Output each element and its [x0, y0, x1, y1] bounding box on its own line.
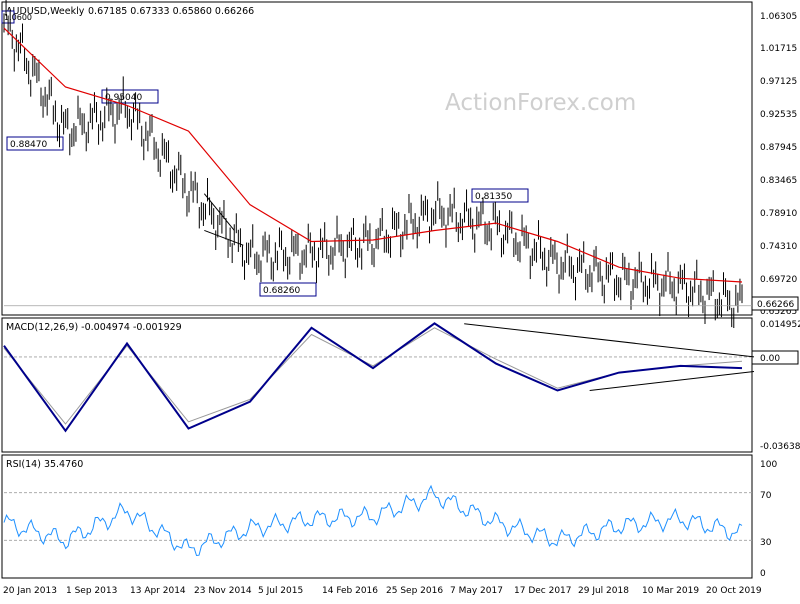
- macd-tick-label: -0.036389: [760, 442, 800, 452]
- date-tick-label: 7 May 2017: [450, 586, 503, 596]
- price-tick-label: 0.78910: [760, 209, 797, 219]
- macd-panel-frame: [1, 317, 753, 453]
- date-tick-label: 13 Apr 2014: [130, 586, 186, 596]
- rsi-panel-frame: [1, 454, 753, 579]
- price-tick-label: 0.92535: [760, 110, 797, 120]
- rebound-high-label-box: [471, 188, 529, 203]
- high-label: 1.0600: [4, 13, 32, 22]
- watermark-text: ActionForex.com: [445, 90, 636, 116]
- triangle-trendline: [204, 229, 244, 246]
- price-tick-label: 0.83465: [760, 176, 797, 186]
- price-tick-label: 0.65265: [760, 307, 797, 317]
- date-tick-label: 1 Sep 2013: [66, 586, 117, 596]
- symbol-label: AUDUSD,Weekly: [6, 6, 85, 17]
- price-tick-label: 1.06305: [760, 12, 797, 22]
- triangle-trendline: [203, 193, 235, 231]
- trough-label-box: [259, 282, 317, 297]
- date-tick-label: 17 Dec 2017: [514, 586, 572, 596]
- signal-line: [3, 327, 743, 425]
- rsi-tick-label: 0: [760, 569, 766, 579]
- price-panel-frame: [1, 1, 753, 316]
- rsi-line: [3, 484, 743, 557]
- rebound-high-label: 0.81350: [475, 192, 512, 202]
- date-tick-label: 5 Jul 2015: [258, 586, 303, 596]
- macd-zero-label: 0.00: [760, 354, 780, 364]
- rsi-series-layer: [3, 484, 752, 557]
- rsi-title: RSI(14) 35.4760: [6, 459, 83, 470]
- rsi-tick-label: 30: [760, 538, 772, 548]
- price-tick-label: 1.01715: [760, 44, 797, 54]
- rsi-tick-label: 70: [760, 491, 772, 501]
- peak-label: 0.95040: [105, 93, 142, 103]
- date-tick-label: 29 Jul 2018: [578, 586, 629, 596]
- peak-label-box: [101, 89, 159, 104]
- price-tick-label: 0.87945: [760, 143, 797, 153]
- macd-trendline: [464, 323, 755, 358]
- low-label: 0.88470: [10, 140, 47, 150]
- date-tick-label: 14 Feb 2016: [322, 586, 378, 596]
- date-tick-label: 20 Oct 2019: [706, 586, 762, 596]
- price-tick-label: 0.74310: [760, 242, 797, 252]
- last-price-label: 0.66266: [757, 300, 794, 310]
- price-tick-label: 0.69720: [760, 275, 797, 285]
- low-label-box: [6, 136, 64, 151]
- date-tick-label: 10 Mar 2019: [642, 586, 699, 596]
- trough-label: 0.68260: [263, 286, 300, 296]
- last-price-box: [751, 296, 799, 311]
- moving-average-line: [3, 27, 743, 283]
- macd-line: [3, 322, 743, 433]
- rsi-tick-label: 100: [760, 460, 777, 470]
- price-tick-label: 0.97125: [760, 77, 797, 87]
- date-tick-label: 20 Jan 2013: [3, 586, 57, 596]
- macd-title: MACD(12,26,9) -0.004974 -0.001929: [6, 322, 182, 333]
- macd-zero-box: [751, 350, 799, 365]
- ohlc-readout: 0.67185 0.67333 0.65860 0.66266: [88, 6, 254, 17]
- date-tick-label: 23 Nov 2014: [194, 586, 252, 596]
- macd-tick-label: 0.014952: [760, 320, 800, 330]
- macd-series-layer: [3, 322, 755, 433]
- macd-trendline: [589, 370, 755, 391]
- price-series-layer: [3, 0, 752, 329]
- date-tick-label: 25 Sep 2016: [386, 586, 443, 596]
